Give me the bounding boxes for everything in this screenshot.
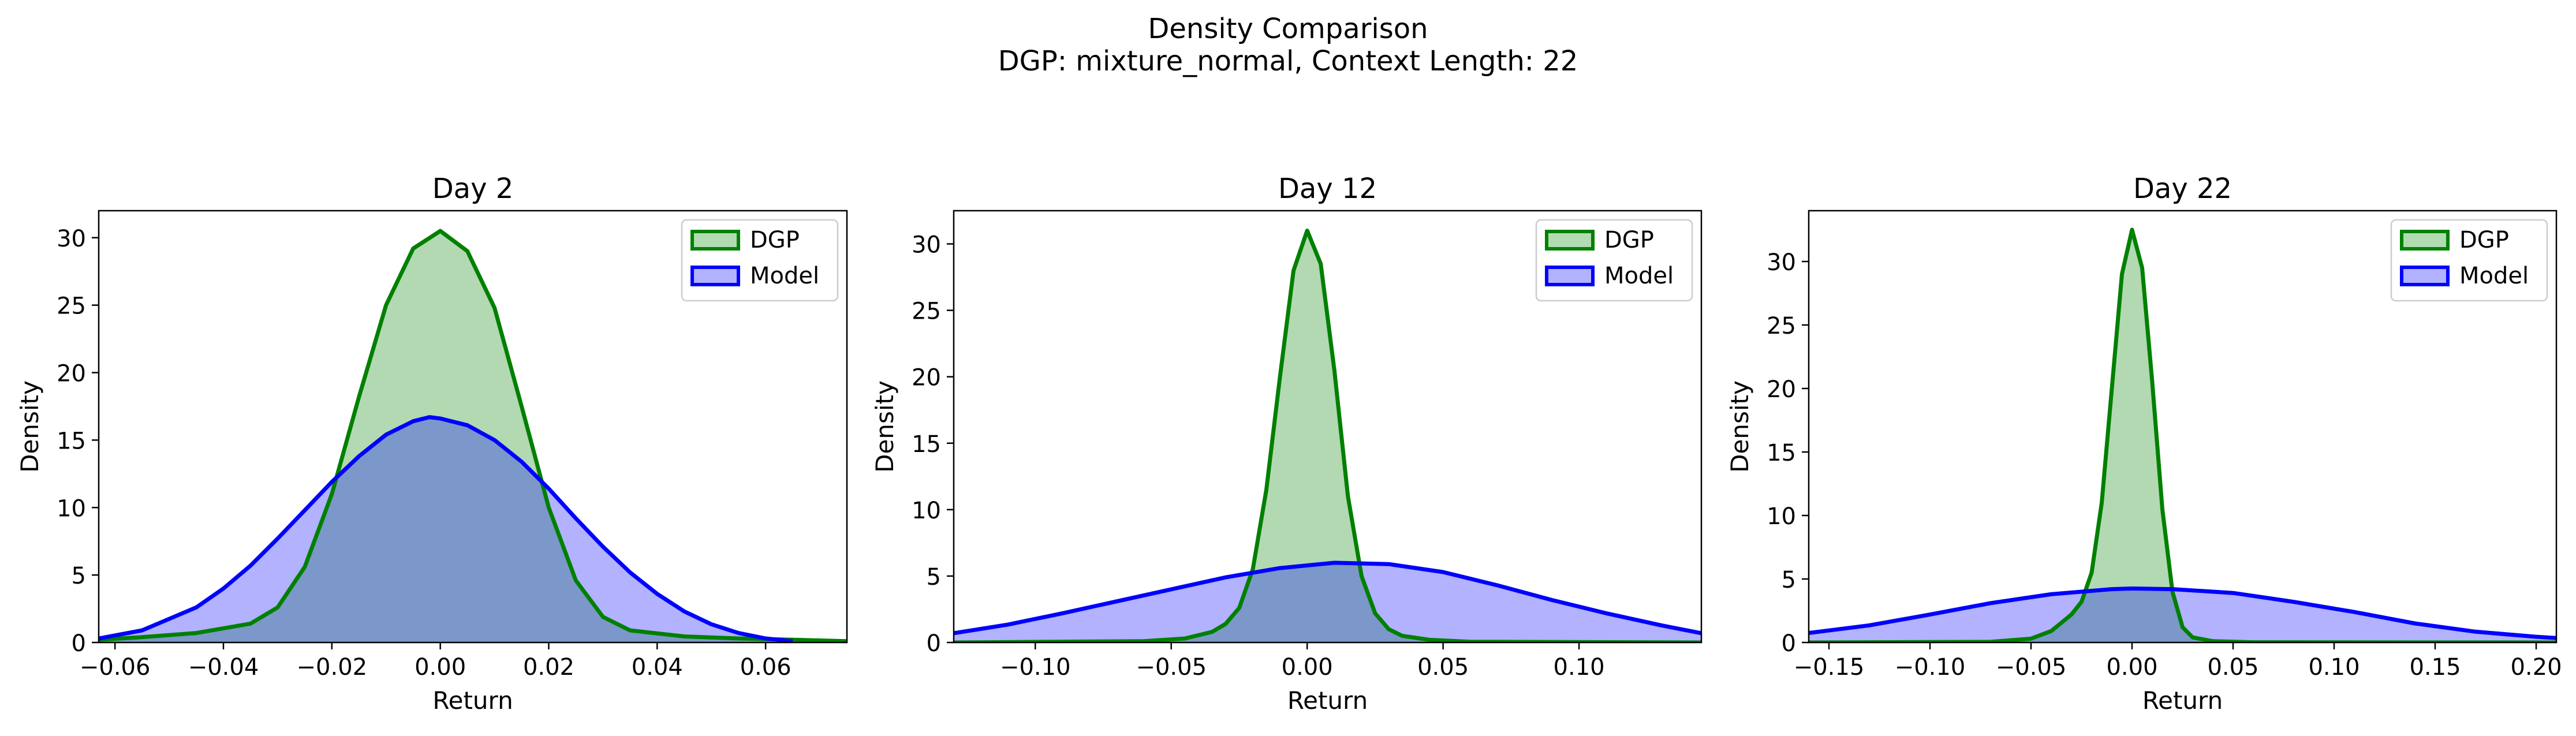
legend: DGP Model <box>1535 219 1693 302</box>
y-tick-label: 30 <box>57 226 86 252</box>
subplot-title: Day 12 <box>1278 173 1377 205</box>
legend-swatch-model <box>1545 266 1595 286</box>
subplot-panels: 0 5 10 15 20 25 30 −0.06 −0.04 −0.02 0.00 0.02 0.04 0… <box>16 173 2562 715</box>
y-axis-label: Density <box>1726 380 1754 473</box>
x-tick-label: −0.06 <box>80 654 151 681</box>
x-tick-label: 0.00 <box>415 654 466 681</box>
model-density-line <box>99 415 793 642</box>
figure-title-line2: DGP: mixture_normal, Context Length: 22 <box>998 45 1578 77</box>
subplot-day-panel: 0 5 10 15 20 25 30 −0.10 −0.05 0.00 0.05 0.10 Day 12… <box>871 173 1703 715</box>
plot-area <box>954 229 1701 642</box>
axes-frame <box>1808 210 2558 644</box>
x-tick-label: 0.10 <box>2308 654 2360 681</box>
y-tick-label: 10 <box>57 495 86 522</box>
y-tick-label: 30 <box>1767 249 1796 276</box>
legend-label: DGP <box>1604 227 1654 253</box>
x-tick-label: −0.15 <box>1794 654 1865 681</box>
y-tick-label: 15 <box>1767 440 1796 466</box>
plot-area <box>99 229 847 642</box>
legend: DGP Model <box>681 219 839 302</box>
y-tick-label: 10 <box>912 498 941 524</box>
x-tick-label: 0.20 <box>2510 654 2562 681</box>
x-tick-label: 0.00 <box>2106 654 2157 681</box>
x-axis-label: Return <box>1287 686 1368 715</box>
plot-area <box>1809 227 2556 642</box>
y-tick-label: 0 <box>927 630 941 657</box>
x-tick-label: 0.04 <box>632 654 683 681</box>
model-density-fill <box>954 562 1701 642</box>
dgp-density-line <box>954 229 1701 642</box>
y-tick-label: 25 <box>912 298 941 325</box>
dgp-density-line <box>1809 227 2556 642</box>
x-tick-label: −0.02 <box>297 654 368 681</box>
subplot-day-panel: 0 5 10 15 20 25 30 −0.06 −0.04 −0.02 0.00 0.02 0.04 0… <box>16 173 848 715</box>
subplot-day-panel: 0 5 10 15 20 25 30 −0.15 −0.10 −0.05 0.00 0.05 0.10 0… <box>1726 173 2562 715</box>
y-tick-label: 15 <box>912 431 941 458</box>
x-tick-label: 0.10 <box>1554 654 1605 681</box>
y-tick-label: 20 <box>57 361 86 387</box>
axes-frame <box>98 210 848 644</box>
dgp-density-fill <box>99 231 847 642</box>
y-tick-label: 0 <box>1782 630 1796 657</box>
y-tick-label: 0 <box>72 630 86 657</box>
model-density-fill <box>99 417 793 642</box>
legend-swatch-model <box>2400 266 2450 286</box>
dgp-density-fill <box>954 230 1701 642</box>
model-density-line <box>954 561 1701 636</box>
y-tick-label: 5 <box>927 564 941 591</box>
y-tick-label: 5 <box>1782 567 1796 593</box>
legend-label: Model <box>750 263 819 289</box>
axes-frame <box>953 210 1703 644</box>
y-axis-label: Density <box>16 380 44 473</box>
legend-swatch-dgp <box>1545 230 1595 251</box>
x-axis-label: Return <box>2142 686 2223 715</box>
y-tick-label: 20 <box>1767 376 1796 403</box>
figure-title-line1: Density Comparison <box>1148 13 1428 45</box>
subplot-title: Day 2 <box>432 173 514 205</box>
legend-label: Model <box>2459 263 2529 289</box>
legend: DGP Model <box>2390 219 2548 302</box>
y-tick-label: 30 <box>912 232 941 259</box>
dgp-density-line <box>99 229 847 642</box>
x-tick-label: −0.10 <box>1000 654 1071 681</box>
y-tick-label: 25 <box>1767 313 1796 339</box>
y-tick-label: 5 <box>72 563 86 589</box>
model-density-fill <box>1809 588 2556 642</box>
x-tick-label: 0.06 <box>740 654 792 681</box>
legend-swatch-dgp <box>690 230 740 251</box>
legend-swatch-dgp <box>2400 230 2450 251</box>
y-tick-label: 25 <box>57 293 86 320</box>
y-tick-label: 10 <box>1767 503 1796 530</box>
x-tick-label: −0.05 <box>1136 654 1207 681</box>
y-axis-label: Density <box>871 380 899 473</box>
x-axis-label: Return <box>432 686 513 715</box>
legend-label: DGP <box>750 227 800 253</box>
x-tick-label: −0.05 <box>1996 654 2067 681</box>
x-tick-label: 0.15 <box>2409 654 2461 681</box>
x-tick-label: 0.05 <box>2207 654 2258 681</box>
y-tick-label: 20 <box>912 365 941 391</box>
x-tick-label: −0.10 <box>1895 654 1966 681</box>
y-tick-label: 15 <box>57 428 86 454</box>
subplot-title: Day 22 <box>2133 173 2232 205</box>
x-tick-label: 0.05 <box>1417 654 1469 681</box>
x-tick-label: 0.00 <box>1282 654 1333 681</box>
x-tick-label: 0.02 <box>523 654 574 681</box>
legend-label: Model <box>1604 263 1674 289</box>
legend-swatch-model <box>690 266 740 286</box>
legend-label: DGP <box>2459 227 2509 253</box>
model-density-line <box>1809 586 2556 640</box>
x-tick-label: −0.04 <box>188 654 259 681</box>
